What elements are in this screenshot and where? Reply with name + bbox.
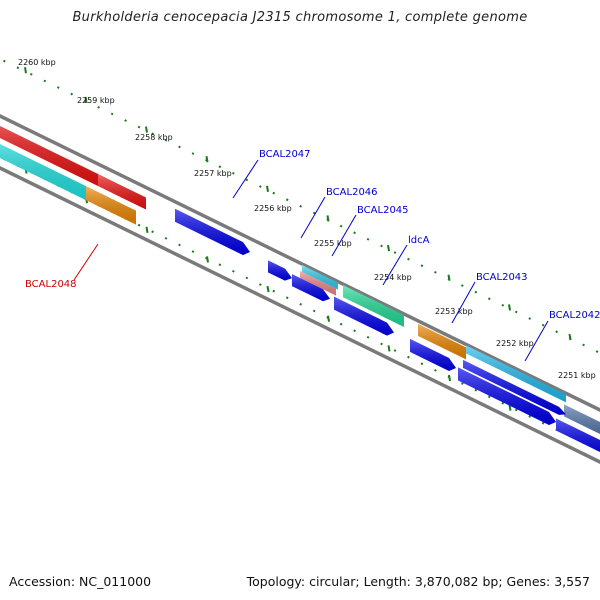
gene-labels: BCAL2047 BCAL2046 BCAL2045 ldcA BCAL2043… (25, 149, 600, 321)
gene-label[interactable]: BCAL2046 (326, 187, 378, 198)
tick-track-inner (0, 155, 600, 453)
leader-line (331, 214, 357, 257)
major-tick (145, 226, 149, 233)
gene-arrow-shade (463, 359, 566, 415)
accession-text: Accession: NC_011000 (9, 574, 152, 589)
gene-label[interactable]: BCAL2043 (476, 272, 528, 283)
label-leaders (73, 159, 549, 362)
gene-arrow-shade (556, 418, 600, 452)
leader-line (300, 196, 326, 239)
feature-block-shade (343, 285, 404, 327)
major-tick (327, 315, 330, 322)
tick-track-outer (0, 57, 600, 355)
gene-arrow-shade (292, 274, 330, 302)
major-tick (448, 374, 451, 382)
tick-label: 2252 kbp (496, 339, 534, 348)
feature-block-shade (0, 143, 86, 201)
feature-block-shade (300, 271, 336, 296)
leader-line (382, 244, 408, 286)
gene-label[interactable]: BCAL2045 (357, 205, 409, 216)
tick-label: 2251 kbp (558, 371, 596, 380)
tick-label: 2258 kbp (135, 133, 173, 142)
gene-label[interactable]: BCAL2042 (549, 310, 600, 321)
gene-arrows (175, 208, 600, 452)
tick-label: 2257 kbp (194, 169, 232, 178)
leader-line (232, 159, 259, 199)
backbone (0, 114, 600, 464)
leader-line (73, 243, 99, 281)
major-ticks (24, 67, 572, 411)
major-tick (266, 185, 269, 192)
leader-line (524, 320, 549, 362)
major-tick (508, 304, 511, 311)
major-tick (24, 67, 27, 74)
feature-block-shade (564, 404, 600, 434)
major-tick (145, 126, 148, 133)
major-tick (205, 156, 209, 163)
major-tick (447, 274, 451, 281)
major-tick (206, 256, 209, 263)
gene-arrow-shade (458, 367, 556, 426)
gene-label[interactable]: BCAL2047 (259, 149, 311, 160)
major-tick (84, 96, 88, 104)
major-tick (326, 215, 330, 222)
tick-labels: 2260 kbp 2259 kbp 2258 kbp 2257 kbp 2256… (18, 58, 596, 380)
feature-block-shade (0, 125, 98, 187)
gene-arrow-shade (334, 296, 394, 336)
gene-arrow-shade (268, 260, 292, 281)
leader-line (451, 281, 476, 324)
gene-arrow-shade (175, 208, 250, 256)
major-tick (387, 244, 390, 252)
feature-block-shade (466, 345, 566, 403)
gene-label[interactable]: BCAL2048 (25, 279, 77, 290)
major-tick (568, 333, 572, 341)
feature-block-shade (302, 264, 338, 290)
genome-summary-text: Topology: circular; Length: 3,870,082 bp… (246, 574, 590, 589)
tick-label: 2254 kbp (374, 273, 412, 282)
feature-block-shade (86, 186, 136, 225)
feature-block-shade (98, 174, 146, 210)
gene-label[interactable]: ldcA (408, 235, 430, 246)
feature-block-shade (418, 323, 466, 360)
tick-label: 2255 kbp (314, 239, 352, 248)
tick-label: 2253 kbp (435, 307, 473, 316)
gene-arrow-shade (410, 338, 456, 372)
major-tick (387, 345, 391, 352)
major-tick (266, 285, 270, 293)
tick-label: 2259 kbp (77, 96, 115, 105)
features (0, 125, 600, 434)
tick-label: 2260 kbp (18, 58, 56, 67)
tick-label: 2256 kbp (254, 204, 292, 213)
map-title: Burkholderia cenocepacia J2315 chromosom… (72, 10, 528, 25)
